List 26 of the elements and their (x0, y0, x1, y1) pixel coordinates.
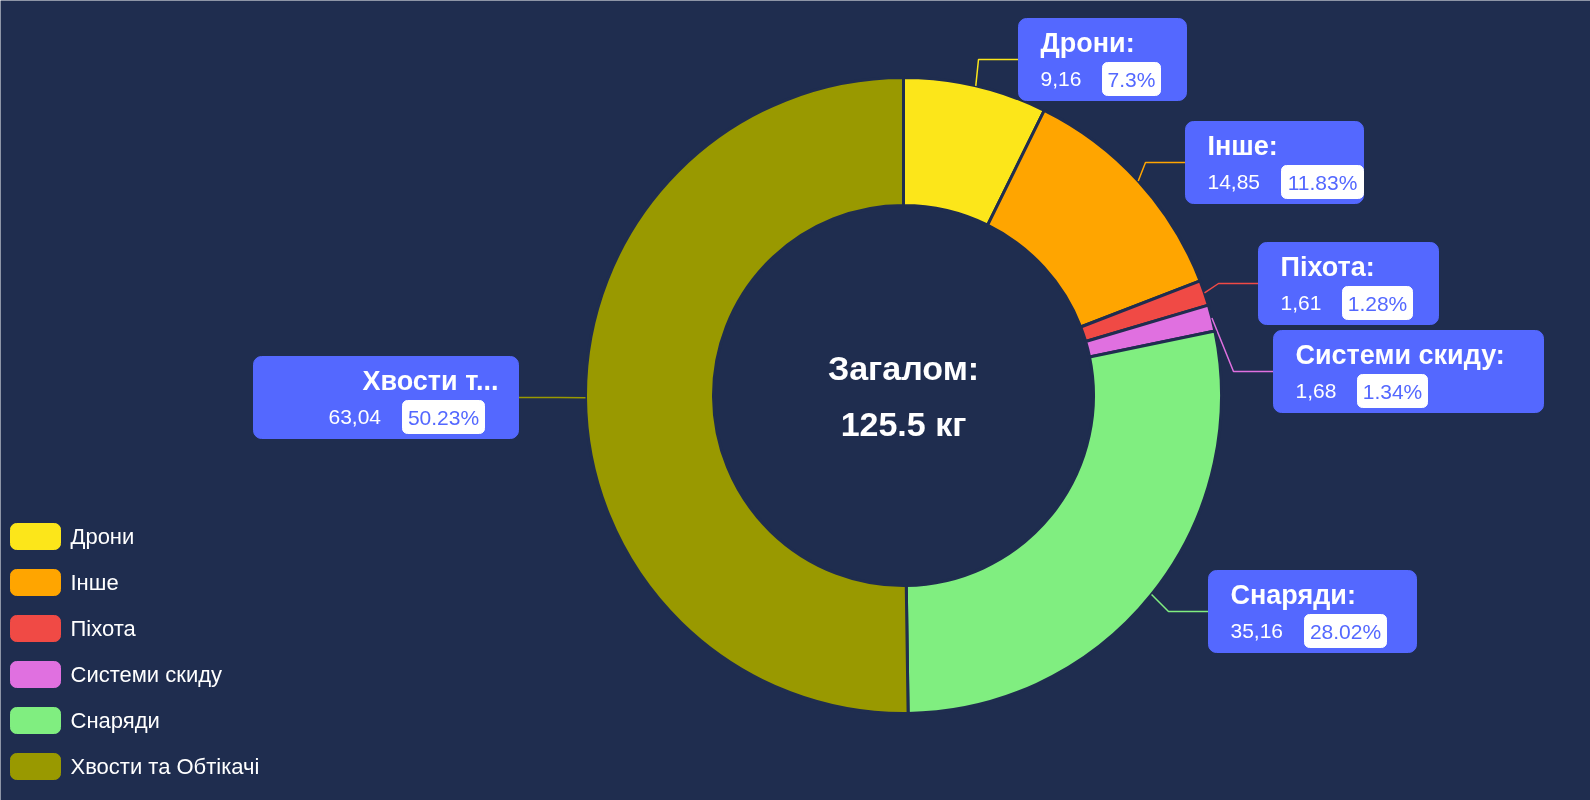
text: 125.5 кг (840, 404, 967, 443)
text: Системи скиду: (1295, 339, 1505, 370)
text: Піхота: (1280, 251, 1375, 282)
text: Загалом: (827, 348, 980, 387)
text: 28.02% (1309, 620, 1382, 643)
text: 50.23% (407, 406, 480, 429)
text: 1.28% (1347, 292, 1408, 315)
legend-label: Дрони (70, 524, 135, 549)
data-label: 1,68 (1295, 378, 1337, 402)
text: Снаряди: (1230, 579, 1356, 610)
text: 11.83% (1287, 171, 1358, 194)
legend-label: Піхота (70, 616, 137, 641)
text: 1.34% (1362, 380, 1423, 403)
text: Хвости т... (362, 365, 499, 396)
data-label: 14,85 (1207, 169, 1261, 193)
legend-label: Системи скиду (70, 662, 223, 687)
data-label: 1,61 (1280, 290, 1322, 314)
data-label: 9,16 (1040, 66, 1082, 90)
legend-label: Інше (70, 570, 119, 595)
data-label: 63,04 (328, 404, 382, 428)
text: Дрони: (1040, 27, 1135, 58)
data-label: 35,16 (1230, 618, 1284, 642)
text: 7.3% (1107, 68, 1156, 91)
text: Інше: (1207, 130, 1278, 161)
legend-label: Снаряди (70, 708, 160, 733)
legend-label: Хвости та Обтікачі (70, 754, 260, 779)
